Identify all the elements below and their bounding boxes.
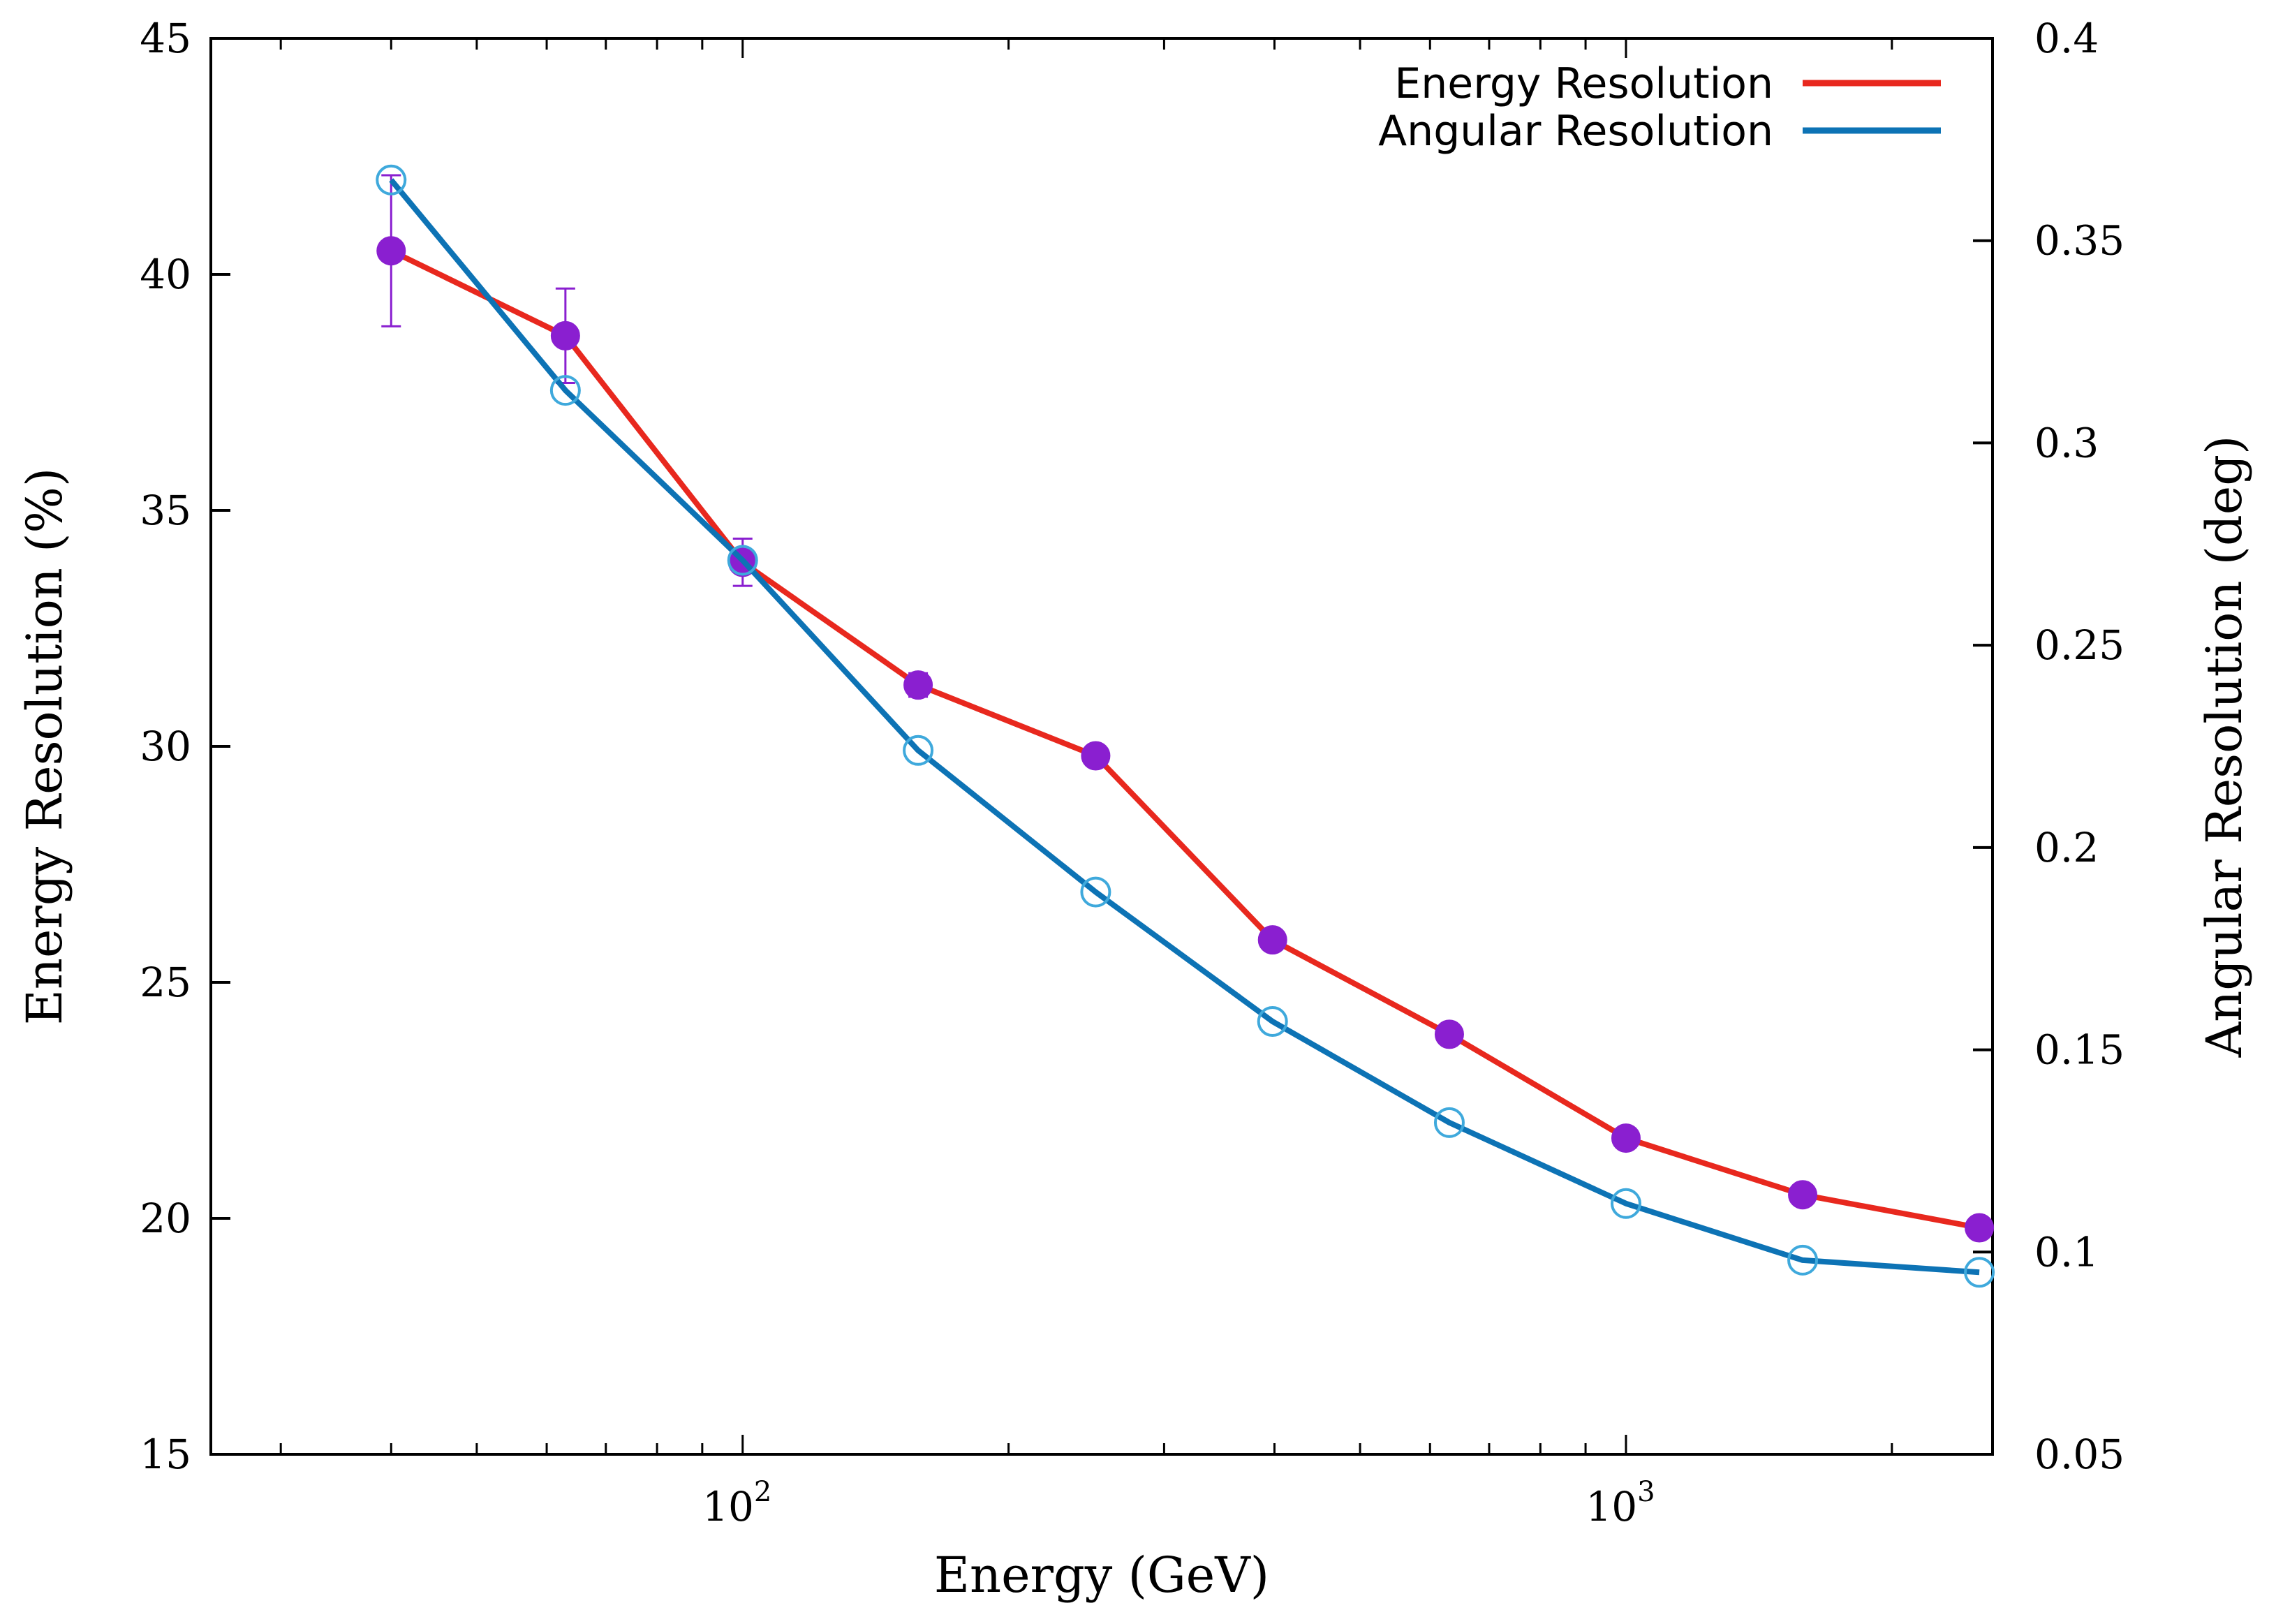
y2-tick-label: 0.2 [2034, 824, 2099, 871]
data-point [1433, 1107, 1465, 1138]
y2-tick-label: 0.25 [2034, 621, 2124, 669]
data-point [1080, 876, 1111, 908]
tick-labels: 15 20 25 30 35 40 45 0.05 0.1 0.15 0.2 0.25 0.3 0.35 0… [140, 15, 2124, 1530]
data-point [1610, 1188, 1641, 1219]
y2-tick-label: 0.35 [2034, 217, 2124, 265]
series-layer [376, 164, 1995, 1288]
legend: Energy Resolution Angular Resolution [1378, 59, 1941, 156]
y-tick-label: 45 [140, 15, 191, 62]
data-point [1965, 1213, 1995, 1243]
data-point [1611, 1123, 1641, 1153]
data-point [1257, 925, 1287, 955]
y-tick-label: 25 [140, 959, 191, 1006]
series-line [389, 178, 1980, 1276]
data-point [549, 375, 581, 406]
series-energy-resolution [376, 174, 1995, 1243]
x-axis-title: Energy (GeV) [934, 1547, 1269, 1604]
y-tick-label: 30 [140, 723, 191, 770]
x-tick-label: 102 [702, 1476, 771, 1530]
data-point [376, 236, 406, 266]
y2-tick-label: 0.3 [2034, 419, 2099, 466]
y2-tick-label: 0.1 [2034, 1228, 2099, 1276]
data-point [1081, 741, 1111, 771]
data-point [376, 164, 407, 195]
data-point [1787, 1244, 1819, 1276]
y2-tick-label: 0.15 [2034, 1026, 2124, 1074]
data-point [727, 545, 758, 576]
y-tick-label: 15 [140, 1431, 191, 1478]
y2-tick-label: 0.05 [2034, 1431, 2124, 1478]
y-axis-title: Energy Resolution (%) [16, 468, 73, 1025]
series-line [390, 248, 1980, 1231]
legend-label-energy: Energy Resolution [1394, 59, 1773, 108]
x-tick-label: 103 [1586, 1476, 1655, 1530]
y-tick-label: 35 [140, 487, 191, 534]
data-point [1257, 1006, 1288, 1038]
y2-axis-title: Angular Resolution (deg) [2196, 436, 2253, 1058]
data-point [550, 320, 580, 350]
data-point [903, 670, 933, 700]
data-point [1434, 1019, 1464, 1049]
series-angular-resolution [376, 164, 1995, 1288]
data-point [1788, 1180, 1818, 1210]
y2-tick-label: 0.4 [2034, 15, 2099, 62]
axis-ticks [211, 37, 1993, 1456]
y-tick-label: 40 [140, 251, 191, 298]
data-point [903, 735, 934, 766]
y-tick-label: 20 [140, 1195, 191, 1242]
data-point [1964, 1257, 1995, 1288]
legend-label-angular: Angular Resolution [1378, 107, 1773, 156]
